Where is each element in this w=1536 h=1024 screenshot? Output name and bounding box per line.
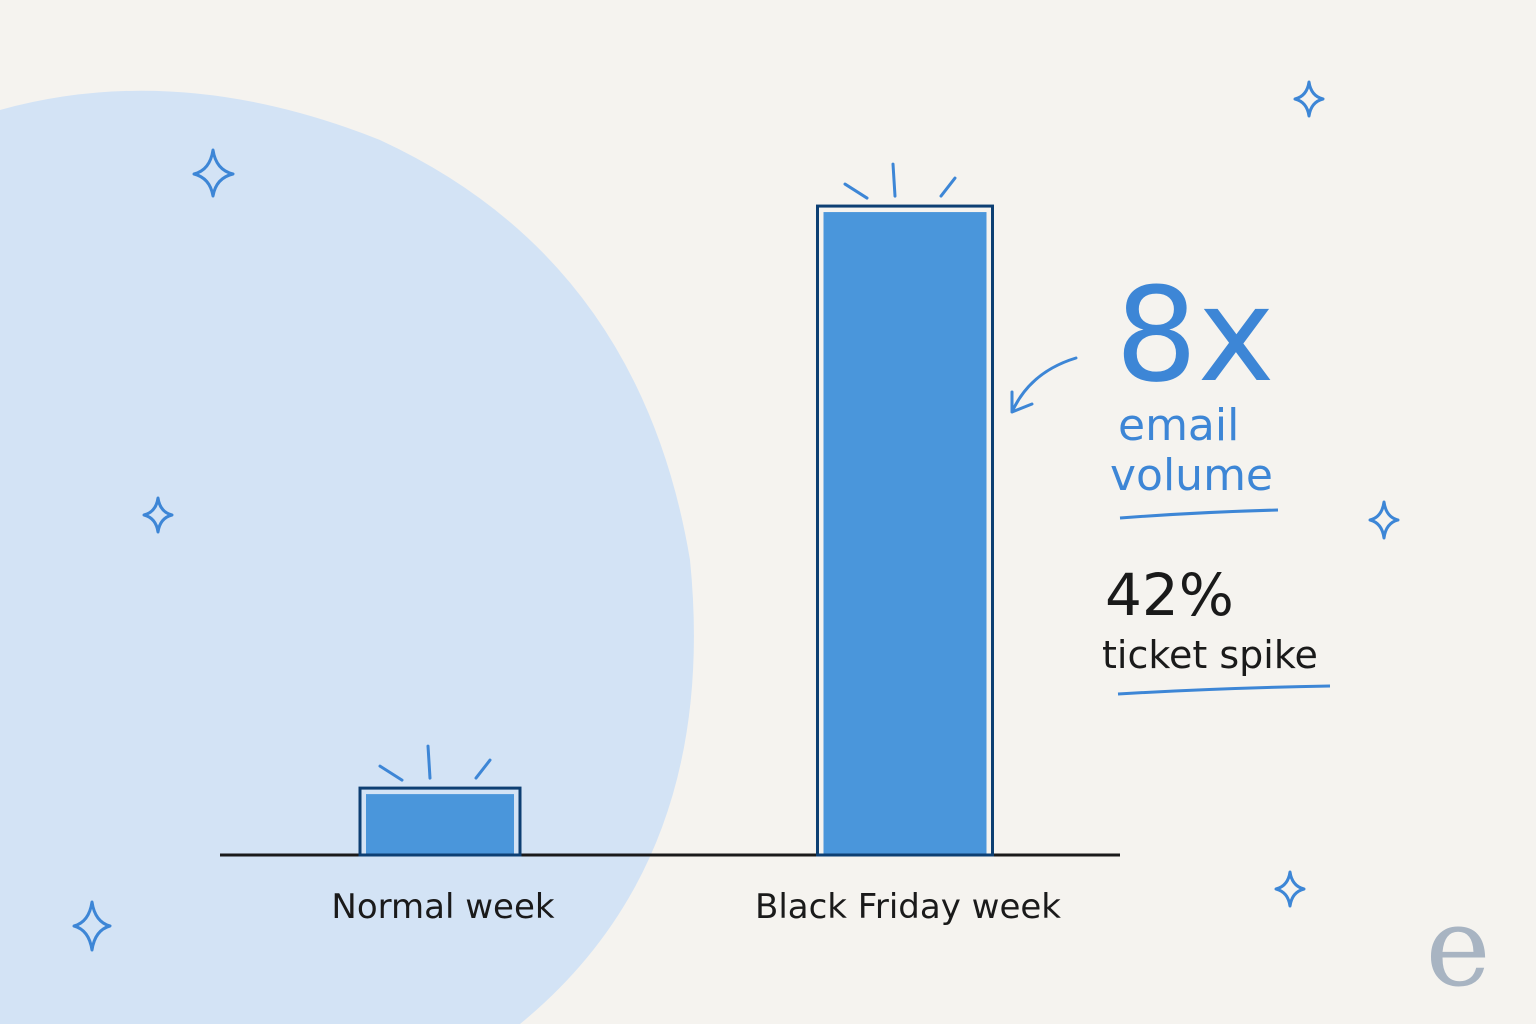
sparkle [1293, 80, 1325, 118]
sparkle [192, 148, 235, 198]
arrow [1010, 356, 1078, 414]
sparkle [1368, 500, 1400, 540]
annotation: volume [1110, 450, 1273, 501]
sparkle [142, 496, 174, 534]
bar-outline [816, 204, 994, 857]
underline [1117, 684, 1331, 696]
annotation: email [1118, 400, 1239, 451]
bar [366, 794, 514, 855]
annotation: ticket spike [1102, 633, 1318, 677]
burst-line [891, 162, 897, 198]
x-tick-label: Black Friday week [755, 887, 1061, 927]
logo: e [1425, 883, 1490, 1011]
underline [1119, 508, 1279, 520]
sparkles [72, 80, 1400, 952]
burst-line [939, 176, 957, 198]
burst-line [474, 758, 492, 780]
x-tick-label: Normal week [331, 887, 554, 927]
sparkle [72, 900, 112, 952]
bar [823, 212, 987, 855]
burst-line [378, 764, 404, 782]
burst-line [843, 182, 869, 200]
sparkle [1274, 870, 1306, 908]
bar-outline [358, 786, 522, 857]
burst-line [426, 744, 432, 780]
annotation: 42% [1105, 561, 1234, 629]
annotation-big: 8x [1115, 259, 1275, 411]
